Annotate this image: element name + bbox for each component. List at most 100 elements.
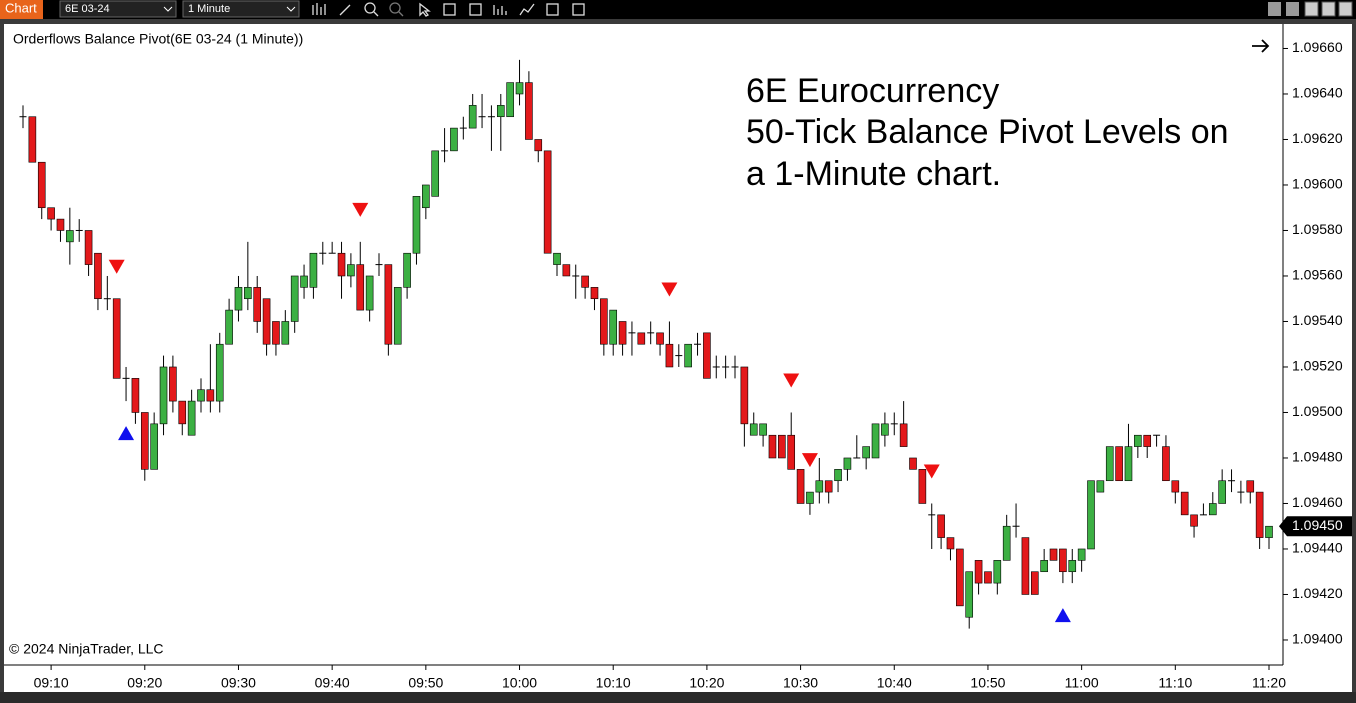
candle-body xyxy=(215,343,224,402)
candle-body xyxy=(1105,446,1114,482)
chart-title: Orderflows Balance Pivot(6E 03-24 (1 Min… xyxy=(13,31,303,47)
candle-body xyxy=(272,321,280,345)
candle-body xyxy=(1162,446,1170,482)
candle-body xyxy=(122,377,130,379)
candle-body xyxy=(403,252,411,288)
candle-body xyxy=(722,366,730,368)
y-tick-label: 1.09400 xyxy=(1292,631,1343,647)
candle-body xyxy=(815,480,824,493)
signal-up-marker xyxy=(1054,608,1071,623)
signal-down-marker xyxy=(783,373,800,388)
dropdown-arrow xyxy=(163,6,173,12)
candle-body xyxy=(281,321,290,345)
candle-body xyxy=(384,264,393,345)
chart-tab-label: Chart xyxy=(5,0,37,15)
chart-tab[interactable] xyxy=(0,0,43,19)
candle-body xyxy=(150,423,158,470)
candle-body xyxy=(974,560,983,584)
candle-body xyxy=(356,264,365,311)
candle-body xyxy=(1228,480,1236,482)
candle-body xyxy=(572,275,580,277)
candle-body xyxy=(740,366,749,425)
candle-body xyxy=(487,116,495,118)
candle-body xyxy=(37,161,46,209)
x-tick-label: 10:40 xyxy=(877,675,912,691)
candle-body xyxy=(806,491,814,504)
x-tick-label: 09:20 xyxy=(127,675,162,691)
candle-body xyxy=(206,389,215,402)
x-tick-label: 09:40 xyxy=(315,675,350,691)
candle-body xyxy=(890,423,898,425)
candle-body xyxy=(1087,480,1095,550)
toolbar-icons[interactable] xyxy=(312,2,585,17)
candle-body xyxy=(393,287,402,345)
copyright: © 2024 NinjaTrader, LLC xyxy=(9,641,164,657)
candle-body xyxy=(543,150,552,254)
window-buttons[interactable] xyxy=(1268,1,1353,17)
candle-body xyxy=(768,434,777,459)
interval-dropdown[interactable] xyxy=(182,0,300,18)
candle-body xyxy=(918,469,927,504)
scroll-arrow[interactable] xyxy=(1252,39,1270,53)
candle-body xyxy=(94,252,102,300)
candle-body xyxy=(703,332,711,379)
instrument-dropdown[interactable] xyxy=(59,0,177,18)
interval-label: 1 Minute xyxy=(188,3,230,15)
x-tick-label: 11:20 xyxy=(1252,675,1286,691)
candle-body xyxy=(347,264,355,277)
candle-body xyxy=(262,298,271,345)
candle-body xyxy=(525,82,533,140)
y-tick-label: 1.09660 xyxy=(1292,39,1343,55)
candle-body xyxy=(84,230,93,265)
signal-down-marker xyxy=(801,453,818,468)
candle-body xyxy=(1180,491,1189,516)
candle-body xyxy=(787,434,796,470)
candle-body xyxy=(656,332,664,345)
candle-body xyxy=(562,264,571,277)
candle-body xyxy=(290,275,299,322)
candle-body xyxy=(1171,480,1180,493)
candle-body xyxy=(694,343,702,345)
candle-body xyxy=(375,264,383,266)
candle-body xyxy=(1190,514,1198,527)
scrollbar[interactable] xyxy=(0,692,1356,703)
y-tick-label: 1.09620 xyxy=(1292,130,1343,146)
candle-body xyxy=(731,366,739,368)
candle-body xyxy=(928,514,936,516)
candle-body xyxy=(197,389,205,402)
candle-body xyxy=(450,127,458,152)
annotation: a 1-Minute chart. xyxy=(746,155,1001,193)
candle-body xyxy=(1059,548,1067,573)
candle-body xyxy=(1002,525,1011,561)
candle-body xyxy=(853,457,861,459)
y-tick-label: 1.09440 xyxy=(1292,540,1343,556)
candle-body xyxy=(749,423,758,436)
candle-body xyxy=(328,252,336,254)
signal-down-marker xyxy=(923,464,940,479)
last-price-label: 1.09450 xyxy=(1292,517,1343,533)
candle-body xyxy=(1021,537,1030,595)
candle-body xyxy=(993,560,1002,584)
dropdown-arrow xyxy=(286,6,296,12)
candle-body xyxy=(881,423,889,436)
candle-body xyxy=(1012,525,1020,527)
candle-body xyxy=(1208,503,1217,516)
candle-body xyxy=(590,287,599,300)
candle-body xyxy=(684,343,692,368)
candle-body xyxy=(956,548,964,607)
candle-body xyxy=(1237,491,1245,493)
candle-body xyxy=(1246,480,1255,493)
candle-body xyxy=(253,287,262,322)
candle-body xyxy=(365,275,374,311)
candle-body xyxy=(28,116,37,163)
candle-body xyxy=(187,400,196,436)
candle-body xyxy=(422,184,430,209)
candle-body xyxy=(309,252,318,288)
candle-body xyxy=(899,423,908,447)
candle-body xyxy=(824,480,833,493)
x-tick-label: 11:10 xyxy=(1158,675,1192,691)
candle-body xyxy=(1096,480,1105,493)
candle-body xyxy=(431,150,440,197)
